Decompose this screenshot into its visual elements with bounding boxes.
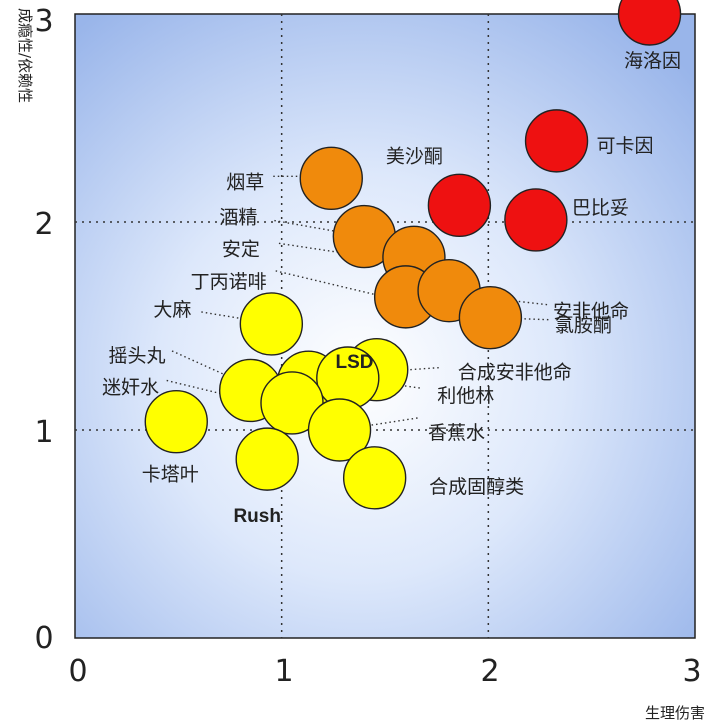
- point-label-14: 迷奸水: [102, 376, 159, 398]
- point-label-16: 香蕉水: [428, 422, 485, 444]
- point-label-6: 安定: [222, 238, 260, 260]
- point-label-13: 利他林: [437, 385, 494, 407]
- x-tick-1: 1: [274, 654, 293, 689]
- bubble-4: [299, 146, 363, 211]
- point-label-0: 海洛因: [624, 50, 681, 72]
- x-tick-3: 3: [682, 654, 701, 689]
- bubble-16: [307, 398, 372, 462]
- bubble-1: [524, 109, 589, 173]
- leader-line-12: [380, 366, 439, 373]
- leader-line-9: [490, 316, 549, 321]
- plot-area: [74, 13, 696, 639]
- point-label-4: 烟草: [226, 171, 264, 193]
- point-label-15: 摇头丸: [108, 345, 165, 367]
- leader-line-10: [201, 311, 274, 325]
- point-label-17: 卡塔叶: [142, 464, 199, 486]
- bubble-17: [144, 389, 208, 454]
- y-tick-2: 2: [34, 207, 53, 242]
- x-tick-0: 0: [68, 654, 87, 689]
- bubble-0: [617, 0, 682, 46]
- point-label-18: Rush: [233, 506, 281, 527]
- y-tick-1: 1: [34, 415, 53, 450]
- x-axis-title: 生理伤害: [645, 704, 705, 722]
- y-axis-title: 成瘾性/依赖性: [16, 8, 34, 103]
- bubble-9: [458, 285, 523, 350]
- bubble-2: [504, 188, 568, 252]
- point-label-12: 合成安非他命: [458, 362, 572, 384]
- point-label-7: 丁丙诺啡: [191, 271, 267, 293]
- point-label-1: 可卡因: [597, 135, 654, 157]
- point-label-9: 氯胺酮: [555, 315, 612, 337]
- point-label-5: 酒精: [219, 207, 257, 229]
- point-label-3: 美沙酮: [386, 145, 443, 167]
- point-label-19: 合成固醇类: [429, 476, 524, 498]
- point-label-8: 安非他命: [553, 301, 629, 323]
- bubble-19: [342, 446, 407, 510]
- y-tick-0: 0: [34, 621, 53, 656]
- bubble-3: [427, 173, 492, 238]
- point-label-10: 大麻: [153, 299, 191, 321]
- y-tick-3: 3: [34, 4, 53, 39]
- point-label-11: LSD: [336, 352, 374, 373]
- point-label-2: 巴比妥: [572, 197, 629, 219]
- x-tick-2: 2: [480, 654, 499, 689]
- bubbles: [144, 0, 682, 510]
- bubble-18: [235, 427, 299, 491]
- bubble-10: [239, 292, 304, 356]
